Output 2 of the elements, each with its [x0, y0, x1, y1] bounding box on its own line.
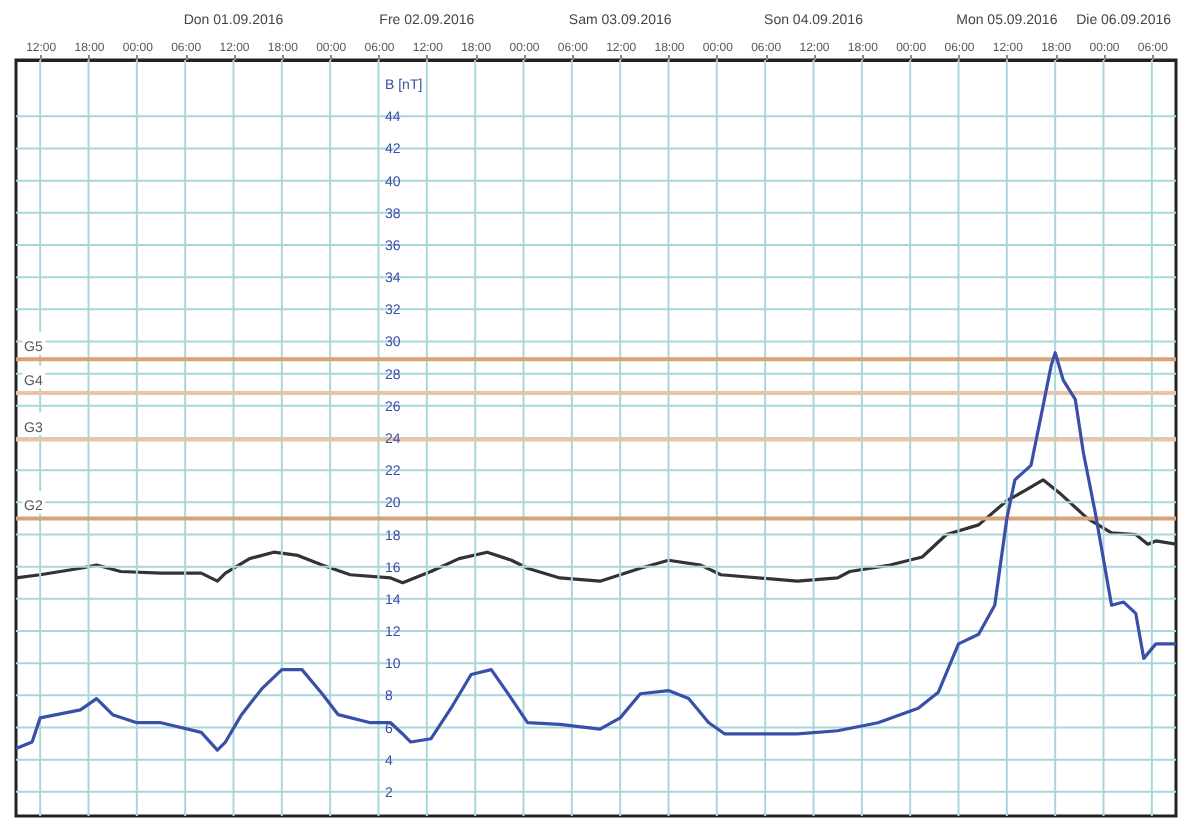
line-series [16, 478, 1176, 585]
line-series [16, 351, 1176, 752]
